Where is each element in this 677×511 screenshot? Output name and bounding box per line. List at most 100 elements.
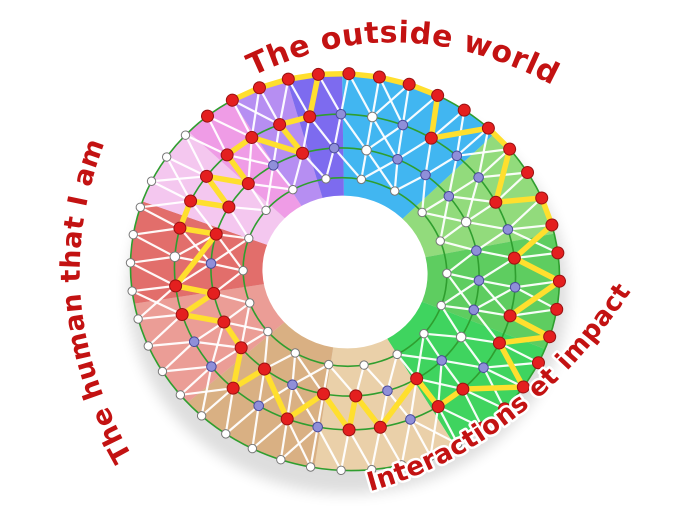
node-red [507,251,521,265]
node-white [290,348,300,358]
mesh-edge [130,261,177,287]
mesh-edge [423,333,443,362]
mesh-edge [340,429,351,471]
mesh-edge [441,304,474,311]
mesh-edge [437,360,443,407]
mesh-edge [396,124,404,160]
mesh-edge [215,233,245,272]
node-red [424,131,438,145]
mesh-edge [225,404,260,435]
mesh-edge [360,158,399,181]
node-red [431,400,445,414]
node-white [261,205,271,216]
mesh-edge [179,365,213,396]
mesh-edge [456,127,490,157]
mesh-edge [509,308,557,317]
mesh-edge [162,365,212,373]
node-red [234,341,248,355]
node-white [436,300,446,311]
node-purple [397,119,409,131]
mesh-edge [309,426,319,468]
node-red [342,67,356,81]
node-red [349,389,363,403]
node-white [417,207,427,218]
node-red [342,423,356,437]
node-white [175,390,186,400]
node-white [127,286,137,296]
node-red [503,142,517,156]
mesh-edge [446,249,478,275]
node-red [489,195,503,209]
node-purple [420,169,431,181]
node-white [157,366,168,377]
mesh-edge [446,272,480,282]
mesh-edge [371,83,410,118]
mesh-edge [401,84,411,126]
mesh-edge [402,94,439,126]
node-white [452,439,463,449]
node-purple [502,224,514,235]
mesh-edge [240,302,251,348]
mesh-edge [333,147,363,181]
node-white [359,360,369,370]
node-white [245,298,255,308]
mesh-edge [386,354,399,392]
node-red [273,118,287,132]
node-purple [268,160,279,171]
node-purple [253,400,265,412]
node-purple [451,150,463,162]
mesh-edge [166,156,207,178]
mesh-edge [308,116,336,149]
mesh-edge [130,255,176,264]
node-white [442,268,452,279]
mesh-edge [180,387,234,397]
mesh-edge [370,427,382,470]
mesh-edge [327,363,357,397]
node-purple [405,414,416,425]
node-white [367,111,378,123]
mesh-edge [340,113,368,151]
mesh-edge [393,159,399,192]
mesh-edge [339,73,350,115]
mesh-edge [194,340,242,349]
mesh-edge [400,419,412,466]
mesh-edge [507,223,552,231]
node-red [552,274,566,288]
node-white [425,451,436,461]
mesh-edge [139,206,181,230]
mesh-edge [421,174,427,213]
mesh-edge [514,251,558,260]
node-white [244,233,254,244]
mesh-edge [324,147,336,180]
node-red [245,130,259,144]
mesh-edge [498,341,539,364]
mesh-edge [478,257,515,282]
node-white [455,331,467,343]
mesh-edge [439,221,467,242]
mesh-edge [495,171,529,204]
node-purple [206,361,217,372]
node-white [247,443,258,454]
mesh-edge [478,279,511,317]
mesh-edge [475,228,509,252]
mesh-edge [291,363,330,386]
mesh-edge [429,406,440,457]
node-white [321,174,331,184]
mesh-edge [439,196,450,242]
mesh-edge [365,124,404,152]
node-white [128,229,138,240]
node-red [492,336,506,350]
node-white [196,411,207,421]
mesh-edge [147,313,183,347]
mesh-edge [294,352,325,395]
node-red [184,194,198,208]
mesh-edge [138,313,183,321]
mesh-edge [396,137,432,161]
mesh-edge [394,173,427,193]
mesh-edge [448,195,496,204]
node-white [336,465,346,476]
node-red [200,109,214,123]
mesh-edge [184,134,228,156]
node-red [543,330,557,344]
